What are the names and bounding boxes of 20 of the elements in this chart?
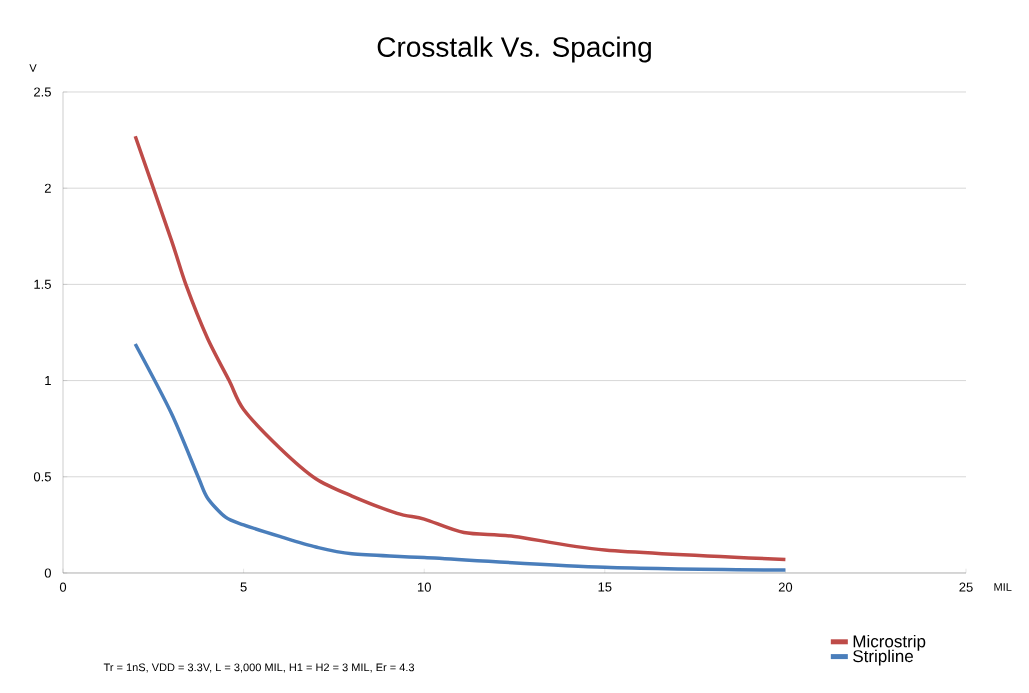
y-tick-label: 1.5 bbox=[34, 279, 51, 289]
legend-label: Stripline bbox=[853, 649, 913, 666]
x-tick-label: 15 bbox=[598, 582, 612, 592]
x-tick-label: 5 bbox=[240, 582, 247, 592]
y-tick-label: 0 bbox=[44, 568, 51, 578]
x-tick-label: 10 bbox=[417, 582, 431, 592]
text: Tr = 1nS, VDD = 3.3V, L = 3,000 MIL, H1 = H2 = 3 MIL, Er = 4.3 bbox=[103, 663, 415, 673]
y-axis-title: V bbox=[29, 64, 37, 72]
x-axis-title: MIL bbox=[994, 583, 1012, 591]
y-tick-label: 2 bbox=[44, 183, 51, 193]
y-tick-label: 1 bbox=[45, 376, 51, 386]
y-tick-label: 0.5 bbox=[33, 472, 51, 482]
line-series bbox=[133, 134, 788, 562]
line-series bbox=[133, 342, 788, 572]
x-tick-label: 20 bbox=[778, 582, 793, 592]
x-tick-label: 25 bbox=[959, 582, 973, 592]
chart-title: Crosstalk Vs. Spacing bbox=[377, 36, 651, 63]
legend-label: Microstrip bbox=[853, 634, 926, 651]
x-tick-label: 0 bbox=[59, 582, 67, 592]
y-tick-label: 2.5 bbox=[34, 87, 51, 97]
